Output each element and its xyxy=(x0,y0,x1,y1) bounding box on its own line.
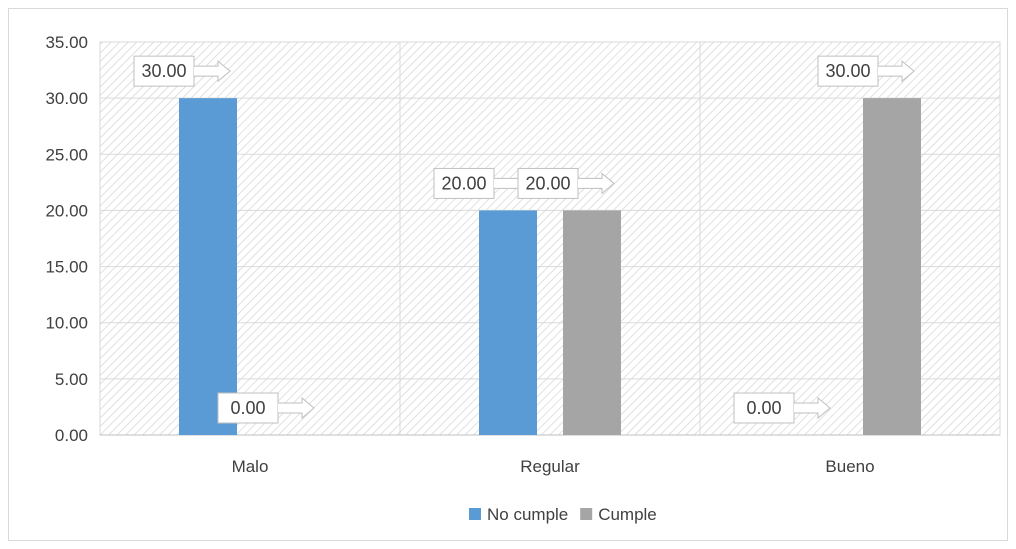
bar-cumple-bueno xyxy=(863,98,921,436)
data-label-arrow xyxy=(794,396,831,420)
data-label-text: 0.00 xyxy=(230,398,265,418)
y-tick-label: 30.00 xyxy=(45,89,88,108)
bar-cumple-regular xyxy=(563,210,621,435)
plot-area xyxy=(99,41,1001,436)
data-label-text: 20.00 xyxy=(525,173,570,193)
data-label-box xyxy=(133,55,195,87)
data-label-arrow xyxy=(878,60,915,83)
y-tick-label: 15.00 xyxy=(45,258,88,277)
data-label: 20.00 xyxy=(517,167,615,199)
data-label-arrow xyxy=(578,172,615,195)
data-labels: 30.00 0.00 20.00 20.00 0.00 30.00 xyxy=(133,55,915,424)
data-label-box xyxy=(217,392,279,424)
data-label-box xyxy=(517,167,579,199)
x-axis: Malo Regular Bueno xyxy=(232,457,875,476)
y-tick-label: 35.00 xyxy=(45,33,88,52)
y-tick-label: 25.00 xyxy=(45,145,88,164)
gridlines xyxy=(100,41,1000,436)
y-axis: 0.00 5.00 10.00 15.00 20.00 25.00 30.00 35.00 xyxy=(45,33,88,445)
y-tick-label: 20.00 xyxy=(45,201,88,220)
data-label-text: 0.00 xyxy=(746,398,781,418)
data-label-text: 30.00 xyxy=(825,61,870,81)
y-tick-label: 10.00 xyxy=(45,314,88,333)
data-label-arrow xyxy=(278,396,315,420)
x-tick-label: Malo xyxy=(232,457,269,476)
data-label-text: 30.00 xyxy=(141,61,186,81)
legend-swatch xyxy=(469,508,481,520)
legend: No cumple Cumple xyxy=(469,505,657,524)
bar-no-cumple-malo xyxy=(179,98,237,436)
data-label: 0.00 xyxy=(733,392,831,424)
data-label: 30.00 xyxy=(817,55,915,87)
data-label: 0.00 xyxy=(217,392,315,424)
y-tick-label: 0.00 xyxy=(55,426,88,445)
data-label-box xyxy=(817,55,879,87)
bars xyxy=(179,98,921,436)
x-tick-label: Bueno xyxy=(825,457,874,476)
bar-no-cumple-regular xyxy=(479,210,537,435)
y-tick-label: 5.00 xyxy=(55,370,88,389)
legend-swatch xyxy=(580,508,593,520)
legend-label: Cumple xyxy=(598,505,657,524)
data-label: 30.00 xyxy=(133,55,231,87)
data-label-text: 20.00 xyxy=(441,173,486,193)
data-label-arrow xyxy=(194,60,231,83)
x-tick-label: Regular xyxy=(520,457,580,476)
legend-label: No cumple xyxy=(487,505,568,524)
